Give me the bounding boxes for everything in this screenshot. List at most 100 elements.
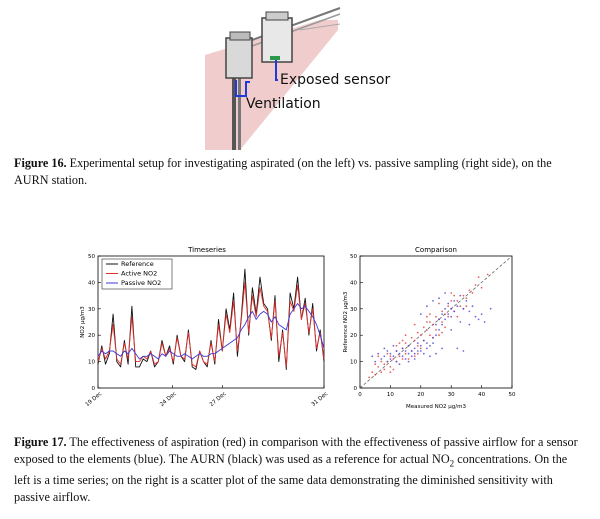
figure17-caption: Figure 17. The effectiveness of aspirati…	[14, 434, 586, 506]
figure16-caption-text: Experimental setup for investigating asp…	[14, 156, 552, 187]
cmp-point-active	[438, 334, 440, 337]
cmp-xtick-label: 0	[358, 392, 362, 398]
cmp-point-passive	[407, 352, 410, 355]
cmp-point-active	[398, 342, 401, 344]
cmp-point-passive	[450, 315, 453, 318]
cmp-point-passive	[401, 355, 404, 358]
cmp-point-passive	[419, 344, 422, 347]
figure17-caption-sub: 2	[449, 458, 455, 469]
cmp-point-passive	[438, 329, 440, 331]
ts-ytick-label: 10	[88, 360, 95, 366]
cmp-point-passive	[444, 292, 446, 294]
cmp-point-passive	[429, 344, 431, 347]
cmp-point-passive	[380, 358, 383, 360]
cmp-point-active	[404, 352, 407, 355]
cmp-point-passive	[398, 352, 401, 355]
exposed-sensor-element	[270, 56, 280, 60]
cmp-point-passive	[453, 300, 456, 302]
timeseries-chart: Timeseries NO2 µg/m3 0 10 20 30 40 50 19 Dec 2…	[80, 246, 329, 408]
cmp-point-active	[453, 294, 456, 297]
cmp-point-active	[474, 284, 477, 286]
timeseries-xticks: 19 Dec 24 Dec 27 Dec 31 Dec	[85, 385, 329, 408]
exposed-box-top	[265, 11, 289, 21]
figure16-caption-label: Figure 16.	[14, 156, 67, 170]
cmp-point-passive	[426, 305, 428, 308]
cmp-point-active	[368, 376, 370, 379]
cmp-point-passive	[386, 350, 389, 352]
cmp-point-active	[447, 315, 450, 318]
cmp-point-passive	[383, 355, 386, 358]
cmp-point-passive	[413, 347, 416, 350]
cmp-point-active	[416, 352, 419, 355]
cmp-point-passive	[435, 352, 437, 355]
cmp-point-passive	[438, 297, 440, 300]
cmp-point-passive	[389, 358, 392, 360]
cmp-point-active	[419, 347, 422, 350]
cmp-point-passive	[462, 307, 465, 310]
figure16: Exposed sensor Ventilation	[0, 0, 600, 150]
ts-xtick-label: 24 Dec	[159, 391, 178, 408]
setup-illustration	[205, 7, 341, 150]
cmp-point-passive	[419, 350, 422, 352]
cmp-point-passive	[416, 342, 419, 344]
cmp-point-active	[374, 363, 377, 366]
cmp-point-active	[404, 342, 407, 344]
cmp-xtick-label: 50	[509, 392, 516, 398]
cmp-point-passive	[435, 323, 437, 326]
cmp-point-active	[392, 358, 395, 360]
cmp-point-active	[419, 334, 422, 337]
aspirated-box-top	[229, 31, 251, 41]
cmp-point-passive	[386, 360, 389, 363]
cmp-point-passive	[480, 313, 483, 315]
cmp-point-active	[429, 313, 431, 315]
cmp-point-active	[416, 331, 419, 334]
cmp-point-passive	[477, 318, 480, 321]
cmp-point-passive	[444, 318, 446, 321]
timeseries-title: Timeseries	[187, 246, 226, 254]
cmp-point-active	[398, 355, 401, 358]
cmp-point-active	[413, 355, 416, 358]
ventilation-label: Ventilation	[246, 96, 321, 112]
cmp-point-passive	[395, 360, 398, 363]
cmp-point-passive	[465, 300, 468, 302]
timeseries-legend: Reference Active NO2 Passive NO2	[101, 258, 173, 290]
figure17-caption-part2: concentrations. On the left is a time se…	[14, 452, 568, 505]
cmp-point-active	[471, 292, 474, 294]
cmp-point-active	[450, 300, 453, 302]
cmp-xtick-label: 30	[448, 392, 455, 398]
cmp-point-passive	[471, 305, 474, 308]
cmp-point-active	[410, 336, 413, 339]
cmp-point-active	[444, 326, 446, 329]
cmp-point-passive	[444, 307, 446, 310]
exposed-box	[261, 17, 293, 63]
cmp-point-active	[413, 323, 416, 326]
cmp-point-passive	[410, 355, 413, 358]
timeseries-yticks: 0 10 20 30 40 50	[88, 254, 101, 392]
cmp-point-active	[435, 329, 437, 331]
cmp-point-passive	[404, 358, 407, 360]
cmp-point-active	[416, 344, 419, 347]
cmp-point-active	[429, 334, 431, 337]
cmp-point-active	[422, 326, 425, 329]
cmp-point-passive	[392, 344, 395, 347]
cmp-point-passive	[407, 344, 410, 347]
cmp-point-active	[380, 371, 383, 374]
cmp-point-active	[407, 358, 410, 360]
cmp-point-passive	[453, 310, 456, 313]
cmp-point-passive	[410, 350, 413, 352]
cmp-point-passive	[441, 347, 443, 350]
cmp-point-active	[441, 321, 443, 323]
cmp-point-passive	[489, 307, 492, 310]
cmp-point-passive	[377, 352, 380, 355]
cmp-point-active	[395, 344, 398, 347]
cmp-point-active	[426, 321, 428, 323]
cmp-point-passive	[468, 310, 471, 313]
cmp-point-passive	[426, 342, 428, 344]
cmp-point-active	[432, 323, 434, 326]
cmp-point-active	[377, 355, 380, 358]
cmp-point-passive	[438, 318, 440, 321]
cmp-point-active	[392, 368, 395, 371]
cmp-point-active	[389, 371, 392, 374]
cmp-point-active	[386, 352, 389, 355]
comparison-xlabel: Measured NO2 µg/m3	[406, 404, 467, 410]
